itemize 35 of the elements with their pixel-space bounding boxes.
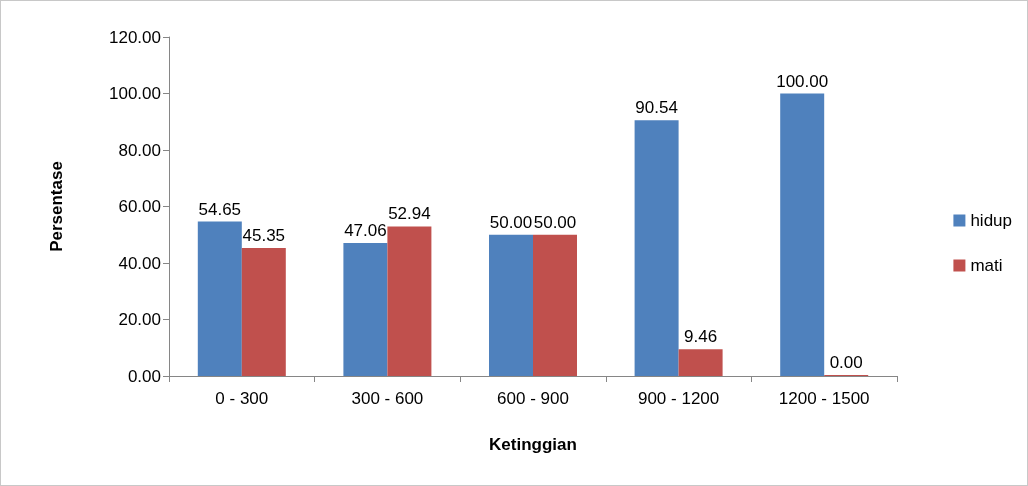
bar	[387, 226, 432, 376]
bar	[241, 247, 286, 376]
y-tick-label: 80.00	[118, 140, 161, 160]
data-label: 100.00	[776, 71, 829, 91]
bar	[678, 349, 723, 376]
data-label: 45.35	[242, 225, 286, 245]
y-tick-label: 100.00	[109, 84, 161, 103]
data-label: 9.46	[684, 327, 718, 347]
x-axis-title: Ketinggian	[489, 435, 577, 454]
bar	[197, 221, 242, 376]
data-label: 50.00	[533, 212, 577, 232]
data-label: 0.00	[829, 353, 863, 372]
y-tick-label: 120.00	[109, 27, 161, 47]
y-tick-label: 20.00	[118, 310, 161, 329]
bar	[780, 93, 825, 376]
x-tick-label: 0 - 300	[215, 389, 269, 408]
legend-label: hidup	[970, 211, 1013, 230]
bar	[489, 234, 533, 376]
y-tick-label: 40.00	[118, 253, 161, 273]
x-tick-label: 1200 - 1500	[778, 389, 870, 408]
x-tick-label: 900 - 1200	[637, 389, 720, 408]
x-tick-label: 600 - 900	[497, 389, 569, 408]
y-tick-label: 0.00	[127, 366, 161, 386]
x-tick-label: 300 - 600	[351, 389, 424, 408]
legend-label: mati	[970, 256, 1003, 275]
bar	[634, 120, 679, 376]
data-label: 54.65	[198, 199, 242, 219]
data-label: 90.54	[635, 98, 678, 118]
y-tick-label: 60.00	[118, 197, 161, 216]
bar	[533, 234, 577, 376]
data-label: 47.06	[344, 221, 387, 241]
data-label: 50.00	[489, 212, 533, 232]
y-axis-title: Persentase	[47, 161, 66, 252]
bar	[343, 243, 388, 376]
data-label: 52.94	[388, 204, 431, 224]
